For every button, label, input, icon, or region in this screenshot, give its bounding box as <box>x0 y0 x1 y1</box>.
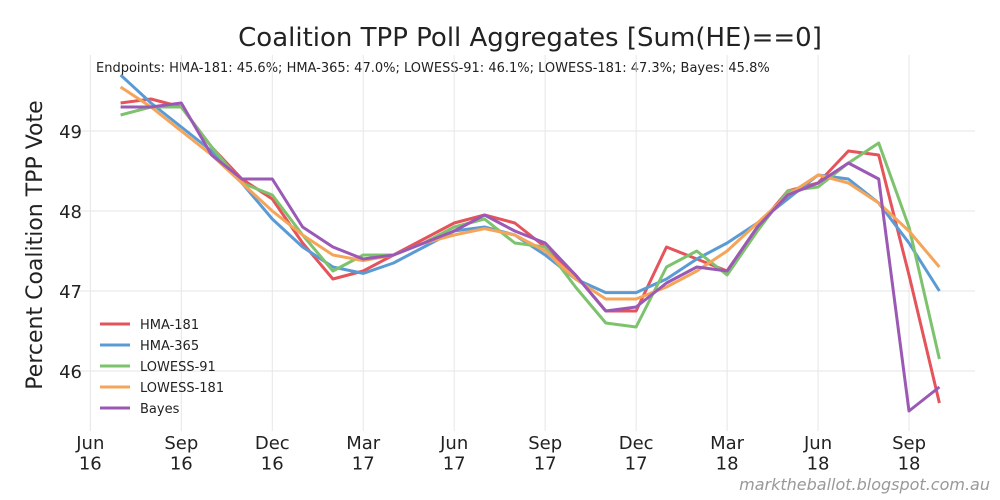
legend-label: LOWESS-181 <box>140 381 224 396</box>
series-line <box>120 97 941 404</box>
annotation: Endpoints: HMA-181: 45.6%; HMA-365: 47.0… <box>96 61 770 76</box>
x-tick-label: Mar 17 <box>346 433 381 475</box>
x-tick-label: Sep 17 <box>528 433 562 475</box>
series-line <box>119 85 941 301</box>
series-line <box>120 105 941 360</box>
y-tick-label: 47 <box>59 282 82 303</box>
y-tick-label: 48 <box>59 202 82 223</box>
legend: HMA-181 HMA-365 LOWESS-91 LOWESS-181 Bayes <box>100 318 224 417</box>
legend-label: Bayes <box>140 402 180 417</box>
x-tick-label: Jun 17 <box>439 433 468 475</box>
y-tick-label: 49 <box>59 122 82 143</box>
legend-label: HMA-365 <box>140 339 199 354</box>
legend-label: LOWESS-91 <box>140 360 216 375</box>
legend-label: HMA-181 <box>140 318 199 333</box>
footer: marktheballot.blogspot.com.au <box>739 475 990 494</box>
x-tick-label: Sep 18 <box>892 433 926 475</box>
x-tick-label: Sep 16 <box>164 433 198 475</box>
x-tick-label: Jun 16 <box>75 433 104 475</box>
y-axis-label: Percent Coalition TPP Vote <box>23 100 48 389</box>
x-tick-label: Jun 18 <box>803 433 832 475</box>
series-line <box>120 101 941 413</box>
chart-title: Coalition TPP Poll Aggregates [Sum(HE)==… <box>238 23 822 53</box>
x-tick-label: Dec 16 <box>255 433 290 475</box>
x-tick-label: Dec 17 <box>619 433 654 475</box>
x-tick-label: Mar 18 <box>710 433 745 475</box>
y-tick-label: 46 <box>59 362 82 383</box>
